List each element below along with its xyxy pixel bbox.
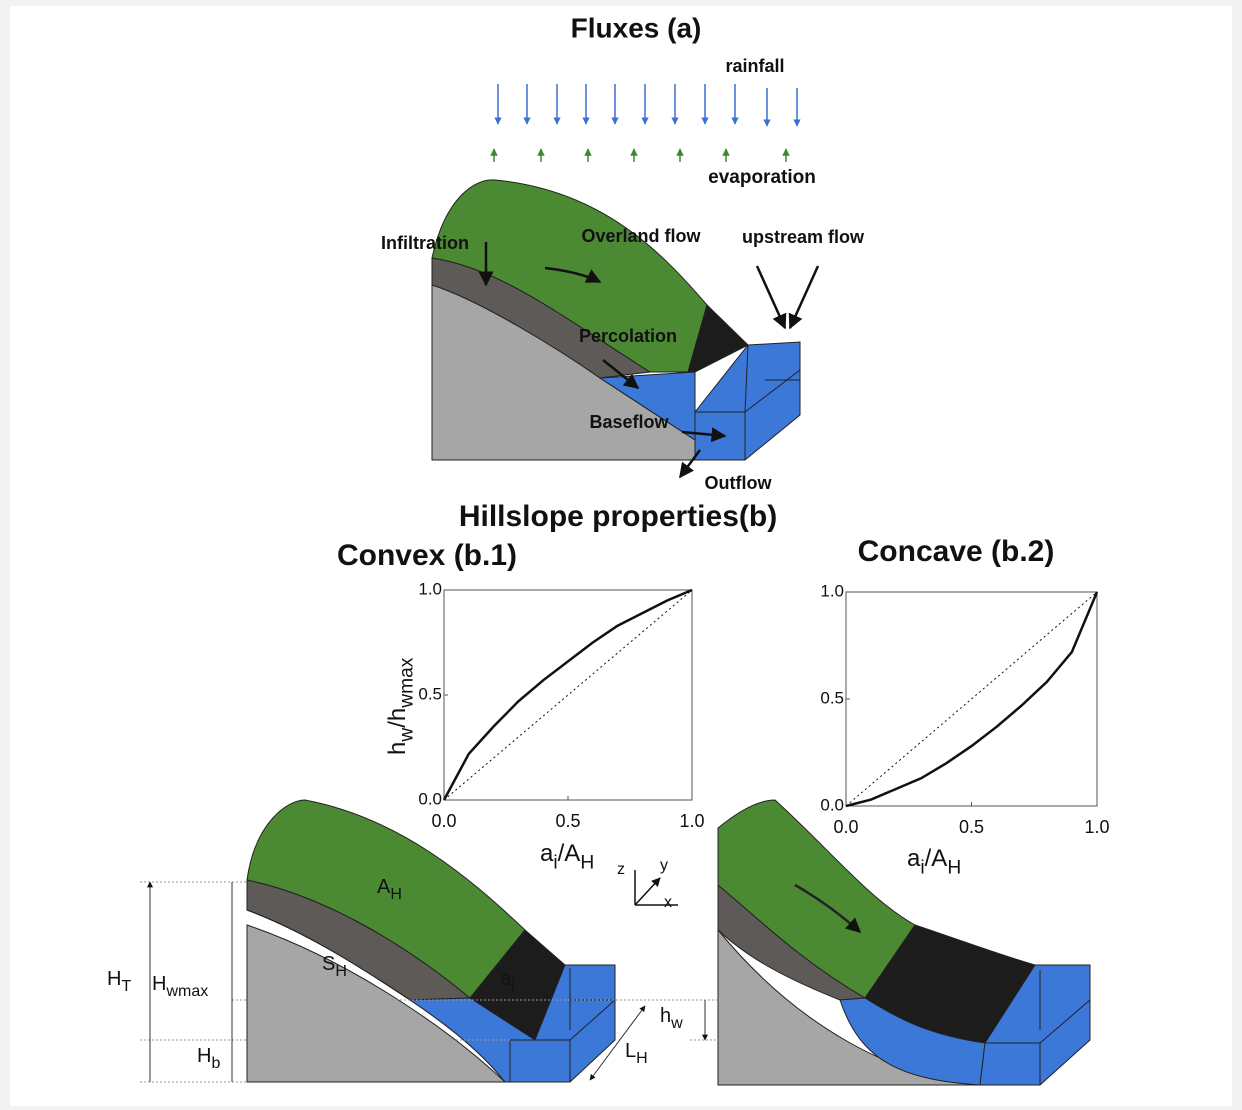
- subscript: H: [335, 963, 347, 980]
- x-tick-label: 0.5: [959, 817, 984, 837]
- symbol-text: H: [197, 1045, 211, 1067]
- axis-icon-label: x: [664, 894, 672, 911]
- label: upstream flow: [742, 227, 865, 247]
- symbol-text: a: [907, 845, 921, 872]
- symbol-text: h: [384, 742, 411, 755]
- label: Outflow: [705, 473, 773, 493]
- x-tick-label: 0.0: [833, 817, 858, 837]
- label: Overland flow: [581, 226, 701, 246]
- subscript: wmax: [165, 983, 208, 1000]
- axis-icon-label: z: [617, 861, 625, 878]
- symbol-text: h: [660, 1005, 671, 1027]
- subtitle: Concave (b.2): [858, 535, 1055, 568]
- label: rainfall: [725, 56, 784, 76]
- subscript: H: [636, 1050, 648, 1067]
- y-tick-label: 1.0: [418, 579, 442, 598]
- subscript: b: [211, 1055, 220, 1072]
- symbol-text: a: [540, 840, 554, 867]
- x-tick-label: 0.5: [555, 811, 580, 831]
- axis-icon-label: y: [660, 857, 668, 874]
- symbol-text: H: [152, 973, 166, 995]
- symbol-text: S: [322, 953, 335, 975]
- subscript: H: [947, 857, 961, 878]
- symbol-text: L: [625, 1040, 636, 1062]
- figure: Fluxes (a) rainfall evaporation Infiltra…: [0, 0, 1242, 1110]
- y-tick-label: 0.5: [820, 688, 844, 707]
- subscript: w: [670, 1015, 683, 1032]
- y-tick-label: 1.0: [820, 581, 844, 600]
- subscript: i: [511, 978, 515, 995]
- y-tick-label: 0.5: [418, 684, 442, 703]
- subscript: T: [121, 978, 131, 995]
- x-tick-label: 1.0: [679, 811, 704, 831]
- x-tick-label: 1.0: [1084, 817, 1109, 837]
- x-tick-label: 0.0: [431, 811, 456, 831]
- label: Infiltration: [381, 233, 469, 253]
- subtitle: Convex (b.1): [337, 539, 517, 572]
- symbol-text: A: [377, 876, 391, 898]
- title-b: Hillslope properties(b): [459, 500, 777, 533]
- y-tick-label: 0.0: [418, 789, 442, 808]
- subscript: w: [396, 728, 417, 743]
- symbol-text: H: [107, 968, 121, 990]
- symbol-text: /A: [925, 845, 948, 872]
- subscript: wmax: [396, 657, 417, 709]
- symbol-text: /h: [384, 708, 411, 728]
- symbol-text: /A: [558, 840, 581, 867]
- title-a: Fluxes (a): [571, 12, 702, 43]
- subscript: H: [580, 852, 594, 873]
- y-tick-label: 0.0: [820, 795, 844, 814]
- label: evaporation: [708, 167, 816, 188]
- label: Baseflow: [589, 412, 669, 432]
- subscript: H: [390, 886, 402, 903]
- label: Percolation: [579, 326, 677, 346]
